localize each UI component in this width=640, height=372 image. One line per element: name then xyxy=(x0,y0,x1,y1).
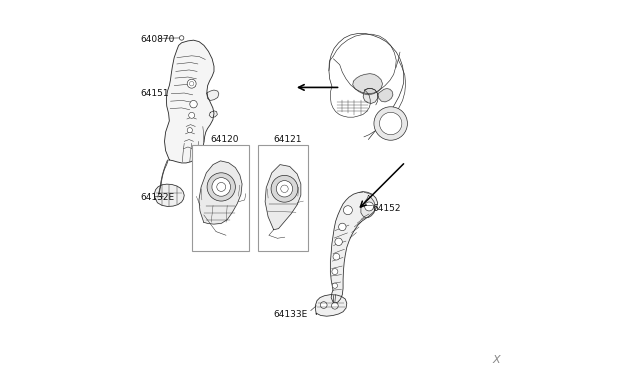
Text: 64121: 64121 xyxy=(273,135,302,144)
Circle shape xyxy=(276,180,292,197)
Circle shape xyxy=(333,253,340,260)
Polygon shape xyxy=(361,195,375,218)
Circle shape xyxy=(374,107,408,140)
Bar xyxy=(191,145,250,251)
Circle shape xyxy=(321,302,327,308)
Text: 64151: 64151 xyxy=(141,89,170,97)
Polygon shape xyxy=(353,74,383,95)
Circle shape xyxy=(207,173,236,201)
Circle shape xyxy=(187,79,196,88)
Bar xyxy=(258,145,308,251)
Circle shape xyxy=(332,283,337,288)
Circle shape xyxy=(212,177,230,196)
Polygon shape xyxy=(164,40,214,163)
Polygon shape xyxy=(199,161,242,224)
Circle shape xyxy=(380,112,402,135)
Polygon shape xyxy=(330,192,378,303)
Circle shape xyxy=(187,128,193,133)
Polygon shape xyxy=(154,184,184,206)
Text: 64152: 64152 xyxy=(372,204,401,213)
Text: 64120: 64120 xyxy=(211,135,239,144)
Circle shape xyxy=(217,182,226,191)
Circle shape xyxy=(190,100,197,108)
Circle shape xyxy=(281,185,288,193)
Circle shape xyxy=(339,223,346,231)
Polygon shape xyxy=(363,89,378,103)
Polygon shape xyxy=(209,111,218,118)
Text: 64133E: 64133E xyxy=(273,310,308,319)
Circle shape xyxy=(332,269,338,275)
Text: 640870: 640870 xyxy=(141,35,175,44)
Polygon shape xyxy=(265,165,301,230)
Text: X: X xyxy=(493,355,500,365)
Circle shape xyxy=(179,36,184,40)
Circle shape xyxy=(344,206,353,215)
Circle shape xyxy=(189,112,195,118)
Circle shape xyxy=(365,202,374,211)
Polygon shape xyxy=(316,295,347,316)
Circle shape xyxy=(332,302,338,309)
Circle shape xyxy=(189,81,194,86)
Circle shape xyxy=(271,176,298,202)
Text: 64132E: 64132E xyxy=(141,193,175,202)
Circle shape xyxy=(335,238,342,246)
Polygon shape xyxy=(207,90,219,100)
Polygon shape xyxy=(378,89,393,102)
